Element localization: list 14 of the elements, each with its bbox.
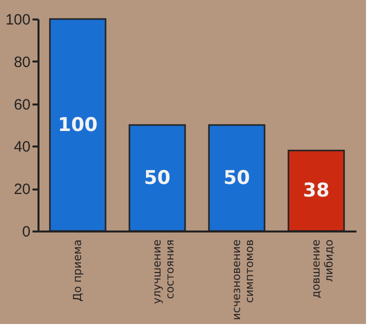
x-tick-label: До приема <box>70 240 84 302</box>
data-label: 50 <box>144 167 170 189</box>
data-label: 100 <box>58 114 98 136</box>
data-label: 50 <box>224 167 250 189</box>
y-tick-label: 0 <box>22 224 30 240</box>
x-tick-label: исчезновение симптомов <box>230 239 256 320</box>
y-tick-label: 80 <box>14 54 30 71</box>
y-tick-label: 100 <box>5 12 30 28</box>
y-tick-label: 40 <box>14 138 30 156</box>
data-label: 38 <box>303 180 330 202</box>
y-tick-label: 20 <box>14 181 30 198</box>
x-tick-label: улучшение состояния <box>150 239 176 304</box>
y-tick-label: 60 <box>14 96 30 114</box>
x-tick-label: довшение либидо <box>309 239 336 298</box>
